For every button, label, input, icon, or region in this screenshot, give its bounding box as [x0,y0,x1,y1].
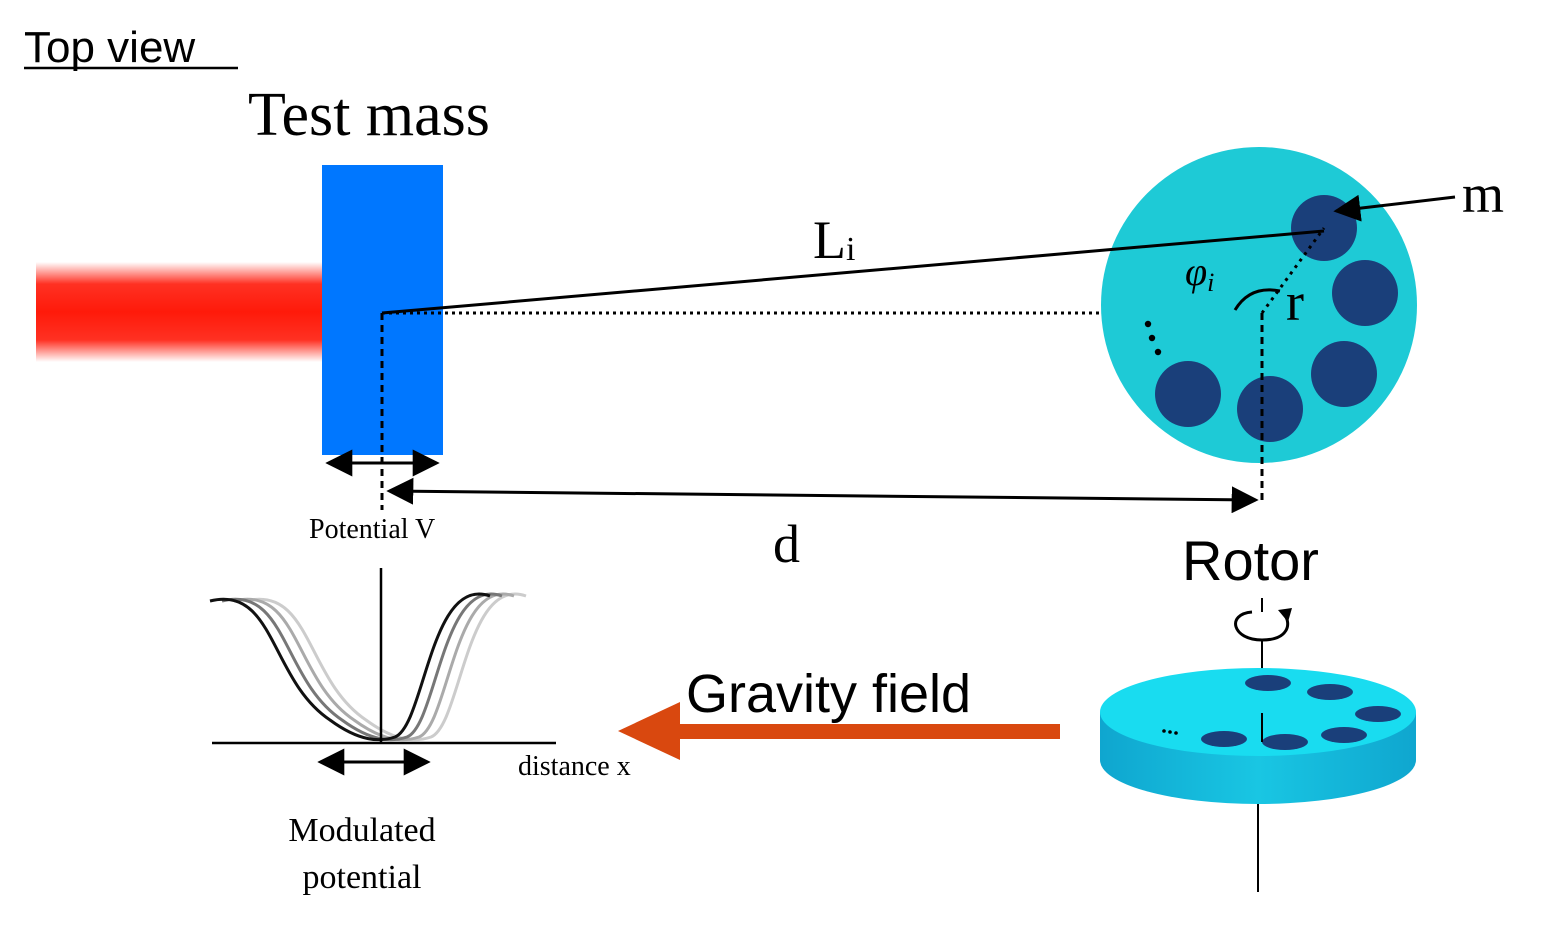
rotor-hole-side [1355,706,1401,722]
test-mass-label: Test mass [248,81,490,149]
label-r: r [1286,272,1304,332]
rotor-hole [1237,376,1303,442]
distance-x-label: distance x [518,751,631,782]
rotor-dots [1144,320,1152,328]
rotor-hole [1155,361,1221,427]
mass-m-pointer-arrow [1333,194,1456,222]
rotor-hole-side [1262,734,1308,750]
gravity-field-arrow [618,702,1060,760]
rotor-hole-side [1245,675,1291,691]
label-m: m [1462,164,1504,224]
rotor-disk-side-view [1100,668,1416,804]
label-phi-i: φi [1185,249,1214,297]
rotor-hole-side [1201,731,1247,747]
rotor-dots [1148,334,1156,342]
label-Li: Li [813,210,855,270]
rotor-hole-side [1307,684,1353,700]
rotor-dots [1154,348,1162,356]
label-d: d [773,514,800,574]
rotor-hole [1332,260,1398,326]
rotation-arrow-icon [1234,608,1292,642]
modulated-potential-label-line2: potential [303,859,422,896]
potential-curve-mid [233,592,515,742]
potential-curve-light [245,592,527,742]
phi-angle-arc [1233,288,1281,311]
radius-r-line [1260,227,1326,314]
label-rotor: Rotor [1182,529,1319,592]
distance-Li-line [381,229,1325,315]
label-potential-v: Potential V [309,514,435,545]
potential-curve-black [209,592,491,742]
rotor-hole-side [1321,727,1367,743]
potential-plot [209,568,556,776]
distance-d-arrow [386,477,1259,514]
gravity-field-label: Gravity field [686,664,971,724]
rotor-hole [1311,341,1377,407]
top-view-title: Top view [24,23,195,72]
modulated-potential-label-line1: Modulated [288,812,435,849]
laser-beam [36,262,326,362]
